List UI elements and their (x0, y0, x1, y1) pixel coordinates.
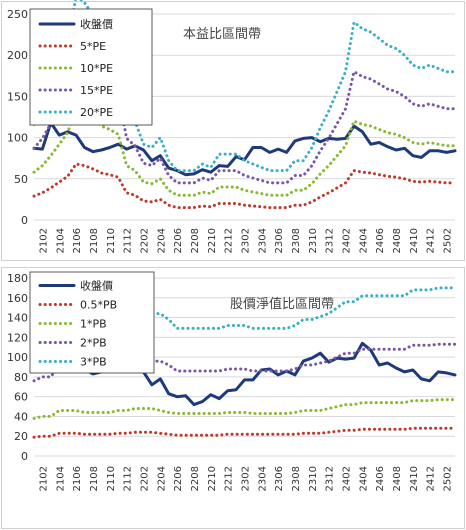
x-tick-label: 2404 (358, 466, 369, 491)
y-tick-label: 20 (14, 430, 28, 443)
x-tick-label: 2102 (38, 466, 49, 491)
y-tick-label: 80 (14, 371, 28, 384)
x-tick-label: 2410 (409, 466, 420, 491)
series-line-2 (32, 398, 457, 420)
legend-label: 3*PB (80, 356, 107, 369)
x-tick-label: 2112 (123, 466, 134, 491)
x-tick-label: 2406 (375, 228, 386, 253)
x-tick-label: 2308 (291, 466, 302, 491)
x-tick-label: 2312 (325, 228, 336, 253)
x-tick-label: 2212 (224, 466, 235, 491)
pb-band-chart-panel: 0 20 40 60 80 100 120 140 160 180 2102 2104 2106 2108… (0, 266, 466, 530)
x-tick-label: 2402 (342, 228, 353, 253)
x-tick-label: 2204 (156, 466, 167, 491)
legend-label: 5*PE (80, 40, 106, 53)
x-tick-label: 2304 (257, 228, 268, 253)
x-tick-label: 2306 (274, 228, 285, 253)
x-tick-label: 2406 (375, 466, 386, 491)
pb-band-chart: 0 20 40 60 80 100 120 140 160 180 2102 2104 2106 2108… (7, 271, 457, 491)
x-tick-label: 2112 (123, 228, 134, 253)
y-tick-label: 200 (7, 49, 28, 62)
y-tick-label: 0 (21, 214, 28, 227)
pe-chart-frame (1, 1, 465, 261)
pe-band-chart: 0 50 100 150 200 250 2102 2104 2106 2108 2110 2112 2… (7, 0, 457, 253)
y-tick-label: 250 (7, 8, 28, 21)
x-tick-label: 2302 (241, 466, 252, 491)
x-tick-label: 2412 (426, 466, 437, 491)
x-tick-label: 2108 (89, 466, 100, 491)
y-tick-label: 150 (7, 90, 28, 103)
x-tick-label: 2206 (173, 466, 184, 491)
series-line-1 (32, 426, 457, 439)
x-tick-label: 2104 (55, 228, 66, 253)
x-tick-label: 2410 (409, 228, 420, 253)
legend-label: 2*PB (80, 337, 107, 350)
legend-label: 收盤價 (80, 279, 113, 293)
legend-label: 1*PB (80, 318, 107, 331)
y-tick-label: 60 (14, 391, 28, 404)
x-tick-label: 2312 (325, 466, 336, 491)
x-tick-label: 2202 (139, 228, 150, 253)
x-tick-label: 2304 (257, 466, 268, 491)
x-tick-label: 2402 (342, 466, 353, 491)
y-tick-label: 160 (7, 292, 28, 305)
series-line-0 (32, 121, 457, 177)
x-tick-label: 2102 (38, 228, 49, 253)
x-tick-label: 2206 (173, 228, 184, 253)
x-tick-label: 2302 (241, 228, 252, 253)
y-tick-label: 50 (14, 173, 28, 186)
y-tick-label: 100 (7, 351, 28, 364)
y-tick-label: 140 (7, 312, 28, 325)
x-tick-label: 2210 (207, 466, 218, 491)
y-tick-label: 40 (14, 410, 28, 423)
x-tick-label: 2110 (106, 228, 117, 253)
x-tick-label: 2106 (72, 228, 83, 253)
y-tick-label: 100 (7, 132, 28, 145)
x-tick-label: 2412 (426, 228, 437, 253)
legend-label: 20*PE (80, 106, 113, 119)
x-tick-label: 2310 (308, 466, 319, 491)
x-tick-label: 2204 (156, 228, 167, 253)
legend-label: 0.5*PB (80, 299, 117, 312)
y-tick-label: 120 (7, 331, 28, 344)
x-tick-label: 2310 (308, 228, 319, 253)
legend-label: 10*PE (80, 62, 113, 75)
x-tick-label: 2208 (190, 228, 201, 253)
chart-title: 股價淨值比區間帶 (230, 296, 334, 312)
x-tick-label: 2308 (291, 228, 302, 253)
x-tick-label: 2404 (358, 228, 369, 253)
pb-chart-frame (1, 267, 465, 529)
series-line-1 (32, 162, 457, 210)
x-tick-label: 2306 (274, 466, 285, 491)
y-tick-label: 180 (7, 272, 28, 285)
x-tick-label: 2106 (72, 466, 83, 491)
x-tick-label: 2208 (190, 466, 201, 491)
x-tick-label: 2408 (392, 466, 403, 491)
x-tick-label: 2212 (224, 228, 235, 253)
x-tick-label: 2104 (55, 466, 66, 491)
x-tick-label: 2408 (392, 228, 403, 253)
x-tick-label: 2110 (106, 466, 117, 491)
chart-title: 本益比區間帶 (183, 27, 261, 42)
legend-label: 15*PE (80, 84, 113, 97)
x-tick-label: 2502 (443, 466, 454, 491)
x-tick-label: 2108 (89, 228, 100, 253)
y-tick-label: 0 (21, 450, 28, 463)
x-tick-label: 2210 (207, 228, 218, 253)
legend-label: 收盤價 (80, 17, 113, 31)
x-tick-label: 2202 (139, 466, 150, 491)
pe-band-chart-panel: 0 50 100 150 200 250 2102 2104 2106 2108 2110 2112 2… (0, 0, 466, 262)
series-line-2 (32, 106, 457, 197)
x-tick-label: 2502 (443, 228, 454, 253)
